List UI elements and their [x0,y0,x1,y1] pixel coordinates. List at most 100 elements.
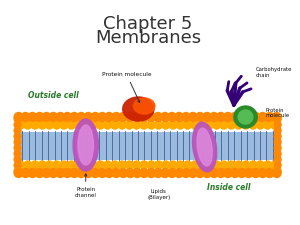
Circle shape [69,112,80,122]
Circle shape [52,120,62,130]
Circle shape [274,121,282,129]
Circle shape [67,160,76,170]
Text: Outside cell: Outside cell [28,91,79,100]
Circle shape [174,168,184,178]
Circle shape [140,160,148,170]
Circle shape [153,112,163,122]
Circle shape [34,168,44,178]
Circle shape [16,120,25,130]
Circle shape [256,160,265,170]
Circle shape [153,168,163,178]
Circle shape [181,112,191,122]
Circle shape [258,112,268,122]
Circle shape [223,168,233,178]
Circle shape [274,155,282,164]
Circle shape [230,168,240,178]
Circle shape [104,168,114,178]
Circle shape [274,115,282,123]
Circle shape [183,160,192,170]
Circle shape [59,120,69,130]
Circle shape [226,120,236,130]
Circle shape [14,121,22,129]
Circle shape [83,112,93,122]
Text: Protein
channel: Protein channel [75,174,97,198]
Text: Inside cell: Inside cell [207,183,251,192]
Circle shape [76,112,86,122]
Circle shape [241,160,250,170]
Circle shape [118,168,128,178]
Circle shape [38,160,47,170]
Circle shape [110,160,119,170]
Circle shape [219,120,229,130]
Circle shape [230,112,240,122]
Circle shape [76,168,86,178]
Circle shape [48,168,59,178]
Circle shape [97,168,107,178]
Circle shape [160,168,170,178]
Ellipse shape [78,125,94,165]
Circle shape [234,160,243,170]
Circle shape [270,120,279,130]
Circle shape [176,160,185,170]
Circle shape [244,112,254,122]
Circle shape [183,120,192,130]
Circle shape [248,120,257,130]
Circle shape [216,168,226,178]
Circle shape [147,120,156,130]
Circle shape [30,120,40,130]
Circle shape [251,112,261,122]
Circle shape [55,168,65,178]
Circle shape [103,160,112,170]
Circle shape [67,120,76,130]
Circle shape [103,120,112,130]
Circle shape [190,160,200,170]
Circle shape [125,112,135,122]
Circle shape [265,112,275,122]
Circle shape [256,120,265,130]
Circle shape [125,168,135,178]
Circle shape [195,112,205,122]
Circle shape [161,120,170,130]
Circle shape [118,120,127,130]
Circle shape [263,160,272,170]
Circle shape [169,120,178,130]
Circle shape [265,168,275,178]
Circle shape [167,112,177,122]
Circle shape [96,120,105,130]
Circle shape [212,160,221,170]
Ellipse shape [73,119,98,171]
Circle shape [146,168,156,178]
Circle shape [14,115,22,123]
Circle shape [272,168,282,178]
Circle shape [90,112,100,122]
Circle shape [234,120,243,130]
Circle shape [132,120,141,130]
Ellipse shape [197,128,212,166]
Circle shape [62,112,72,122]
Circle shape [263,120,272,130]
Circle shape [41,168,52,178]
Circle shape [110,120,119,130]
Circle shape [176,120,185,130]
Circle shape [195,168,205,178]
Circle shape [202,168,212,178]
Circle shape [197,120,207,130]
Circle shape [27,168,38,178]
Ellipse shape [134,98,155,114]
Ellipse shape [193,122,217,172]
Circle shape [74,160,83,170]
Circle shape [20,168,31,178]
Circle shape [14,144,22,152]
Circle shape [146,112,156,122]
Circle shape [161,160,170,170]
Circle shape [251,168,261,178]
Circle shape [132,160,141,170]
Circle shape [125,120,134,130]
Circle shape [14,138,22,146]
Circle shape [205,120,214,130]
Circle shape [14,132,22,141]
Circle shape [55,112,65,122]
Circle shape [48,112,59,122]
Circle shape [111,168,121,178]
Circle shape [223,112,233,122]
